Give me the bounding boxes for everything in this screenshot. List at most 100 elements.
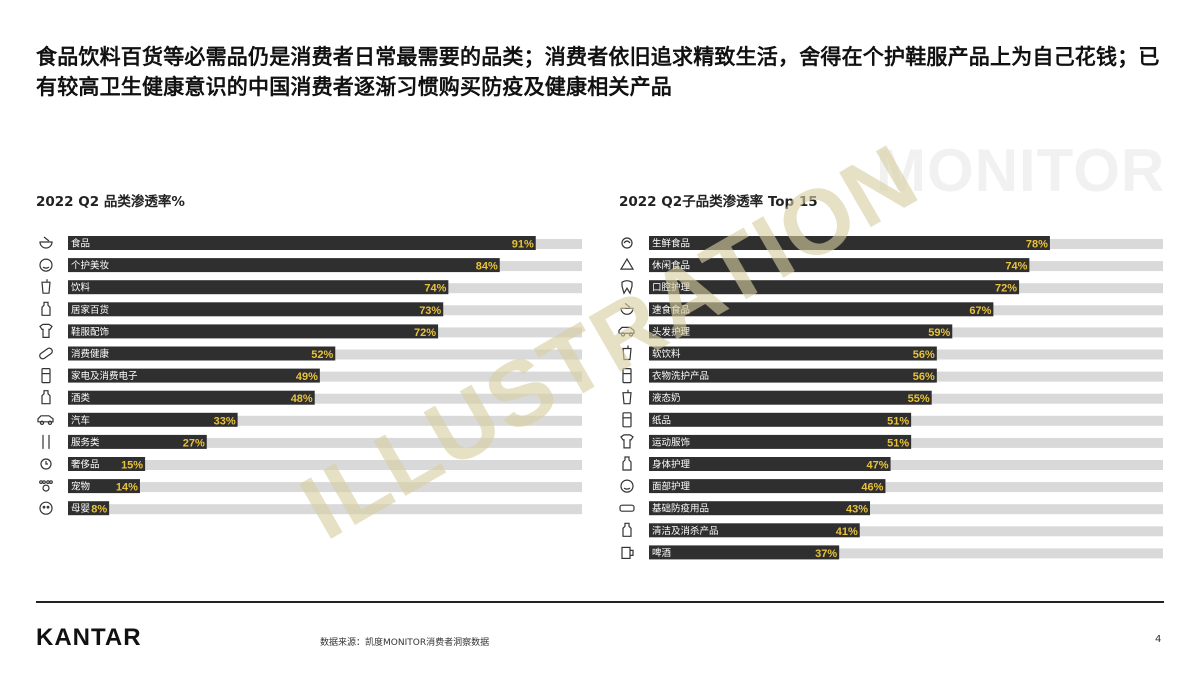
category-row: 母婴 8% — [39, 501, 582, 516]
subcategory-category-label: 生鲜食品 — [652, 238, 690, 250]
category-bar-track — [68, 460, 582, 470]
category-bar — [68, 390, 315, 405]
subcategory-row: 软饮料 56% — [622, 345, 1163, 361]
food-bowl-icon — [39, 236, 53, 249]
subcategory-row: 速食食品 67% — [620, 302, 1163, 317]
subcategory-value-label: 56% — [913, 349, 935, 361]
category-bar-track — [68, 371, 582, 382]
subcategory-penetration-chart: 生鲜食品 78% 休闲食品 74% 口腔护理 72% 速食食品 67% 头发护理 59% 软饮料 56… — [618, 236, 1163, 560]
category-value-label: 52% — [311, 349, 333, 361]
category-value-label: 33% — [214, 415, 236, 427]
subcategory-bar — [649, 346, 937, 361]
category-value-label: 8% — [91, 504, 107, 516]
category-bar — [68, 258, 500, 273]
category-bar-track — [68, 482, 582, 493]
subcategory-value-label: 74% — [1005, 261, 1027, 273]
left-chart-title: 2022 Q2 品类渗透率% — [36, 194, 185, 210]
category-bar — [68, 324, 439, 339]
subcategory-category-label: 运动服饰 — [652, 436, 690, 448]
category-category-label: 奢侈品 — [71, 459, 100, 471]
subcategory-value-label: 56% — [913, 371, 935, 383]
category-bar-track — [68, 504, 582, 515]
subcategory-category-label: 身体护理 — [652, 459, 691, 471]
category-category-label: 家电及消费电子 — [71, 370, 138, 382]
subcategory-bar — [649, 236, 1050, 250]
subcategory-category-label: 头发护理 — [652, 326, 691, 338]
category-row: 鞋服配饰 72% — [39, 323, 582, 339]
subcategory-row: 纸品 51% — [622, 412, 1163, 428]
right-chart-title: 2022 Q2子品类渗透率 Top 15 — [619, 194, 818, 210]
category-value-label: 72% — [414, 327, 436, 339]
subcategory-value-label: 46% — [861, 482, 883, 494]
car-icon — [37, 415, 54, 425]
data-source-note: 数据来源：凯度MONITOR消费者洞察数据 — [320, 638, 490, 648]
face-icon — [39, 258, 53, 272]
mask-icon — [619, 504, 635, 512]
beer-icon — [621, 546, 634, 559]
category-penetration-chart: 食品 91% 个护美妆 84% 饮料 74% 居家百货 73% 鞋服配饰 72% 消费健康 52% 家电… — [37, 236, 582, 516]
kantar-logo: KANTAR — [36, 624, 142, 651]
subcategory-category-label: 速食食品 — [652, 304, 690, 316]
subcategory-row: 运动服饰 51% — [620, 434, 1163, 449]
category-category-label: 居家百货 — [71, 304, 109, 316]
subcategory-category-label: 纸品 — [652, 414, 671, 426]
subcategory-bar — [649, 324, 953, 339]
category-bar — [68, 457, 146, 471]
category-category-label: 酒类 — [71, 392, 91, 404]
subcategory-category-label: 软饮料 — [652, 348, 681, 360]
subcategory-row: 头发护理 59% — [618, 324, 1163, 339]
category-bar-track — [68, 437, 582, 448]
subcategory-category-label: 衣物洗护产品 — [652, 370, 709, 382]
category-category-label: 消费健康 — [71, 348, 110, 360]
category-row: 酒类 48% — [41, 390, 582, 405]
subcategory-value-label: 37% — [815, 548, 837, 560]
category-value-label: 15% — [121, 460, 143, 472]
category-row: 居家百货 73% — [41, 301, 582, 317]
subcategory-category-label: 基础防疫用品 — [652, 503, 709, 515]
category-row: 消费健康 52% — [39, 346, 582, 361]
subcategory-bar — [649, 434, 912, 449]
category-bar — [68, 479, 140, 494]
subcategory-value-label: 51% — [887, 437, 909, 449]
subcategory-bar — [649, 501, 871, 516]
category-bar — [68, 368, 320, 383]
subcategory-row: 啤酒 37% — [621, 545, 1163, 560]
wine-bottle-icon — [41, 390, 51, 405]
page-number: 4 — [1155, 634, 1162, 645]
subcategory-row: 身体护理 47% — [622, 456, 1163, 472]
category-row: 个护美妆 84% — [39, 258, 582, 273]
category-bar — [68, 302, 444, 317]
service-tools-icon — [42, 434, 50, 449]
subcategory-bar — [649, 280, 1020, 295]
category-value-label: 48% — [291, 393, 313, 405]
category-category-label: 服务类 — [71, 436, 100, 448]
subcategory-bar — [649, 412, 912, 427]
category-value-label: 73% — [419, 305, 441, 317]
category-category-label: 母婴 — [71, 504, 90, 515]
drink-cup-icon — [41, 279, 51, 294]
subcategory-bar — [649, 457, 891, 471]
subcategory-bar — [649, 390, 932, 405]
subcategory-bar-track — [649, 460, 1163, 470]
category-row: 饮料 74% — [41, 279, 582, 295]
subcategory-category-label: 面部护理 — [652, 481, 691, 493]
subcategory-row: 面部护理 46% — [620, 479, 1163, 494]
fresh-food-icon — [621, 237, 633, 249]
subcategory-value-label: 47% — [867, 460, 889, 472]
category-bar — [68, 280, 449, 295]
category-row: 家电及消费电子 49% — [41, 368, 582, 384]
paw-icon — [39, 480, 53, 492]
subcategory-value-label: 41% — [836, 526, 858, 538]
category-bar — [68, 434, 207, 449]
subcategory-bar-track — [649, 526, 1163, 537]
sportswear-icon — [620, 434, 634, 449]
subcategory-category-label: 口腔护理 — [652, 282, 691, 294]
category-bar — [68, 412, 238, 427]
subcategory-bar — [649, 479, 886, 494]
baby-icon — [39, 501, 53, 515]
subcategory-value-label: 72% — [995, 283, 1017, 295]
category-value-label: 74% — [424, 283, 446, 295]
watch-icon — [40, 458, 52, 470]
subcategory-value-label: 51% — [887, 415, 909, 427]
category-value-label: 84% — [476, 261, 498, 273]
